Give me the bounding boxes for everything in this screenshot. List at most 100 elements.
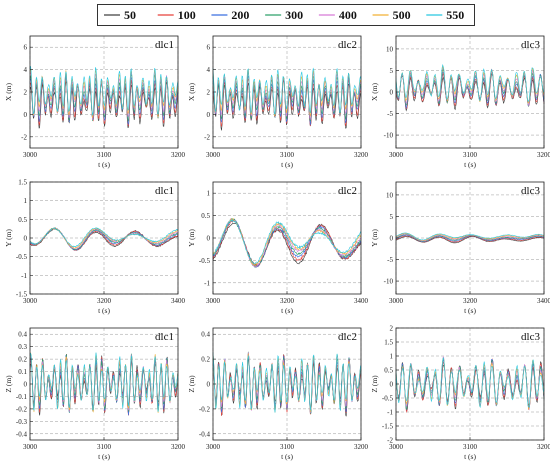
x-tick-label: 3200	[354, 443, 369, 451]
subplot-grid: -2 0 2 4 6 3000 3100 3200 t (s) X (m) dlc1 -2 0 2 4 6 30…	[0, 30, 550, 476]
x-tick-label: 3100	[280, 151, 295, 159]
x-tick-label: 3000	[23, 297, 38, 305]
y-tick-label: 5	[390, 213, 394, 221]
y-tick-label: 2	[24, 89, 28, 97]
y-tick-label: -0.4	[16, 430, 28, 438]
x-tick-label: 3100	[280, 443, 295, 451]
series-line-50	[212, 79, 361, 131]
x-tick-label: 3000	[206, 443, 221, 451]
y-tick-label: -2	[387, 437, 393, 445]
panel-title: dlc2	[338, 39, 357, 51]
y-tick-label: 4	[207, 66, 211, 74]
x-tick-label: 3000	[389, 151, 404, 159]
y-tick-label: -0.4	[199, 430, 211, 438]
x-tick-label: 3000	[23, 443, 38, 451]
y-tick-label: 1	[390, 353, 394, 361]
y-tick-label: -0.1	[16, 393, 28, 401]
y-tick-label: 0	[24, 381, 28, 389]
panel-title: dlc2	[338, 185, 357, 197]
series-line-550	[395, 232, 545, 241]
legend-label: 50	[124, 8, 136, 22]
subplot-z-dlc1: -0.4 -0.3 -0.2 -0.1 0 0.1 0.2 0.3 0.4 3000 3100 320…	[0, 322, 186, 468]
subplot-z-dlc2: -0.4 -0.2 0 0.2 0.4 3000 3100 3200 t (s) Z (m) dlc…	[183, 322, 369, 468]
y-tick-label: 0	[207, 381, 211, 389]
legend-label: 550	[446, 8, 464, 22]
y-tick-label: 10	[386, 191, 394, 199]
x-tick-label: 3000	[389, 297, 404, 305]
y-tick-label: 0	[207, 111, 211, 119]
legend-entry-500: 500	[372, 8, 411, 22]
x-tick-label: 3100	[463, 151, 478, 159]
y-axis-label: Z (m)	[370, 375, 379, 393]
y-tick-label: 0.3	[18, 343, 27, 351]
y-axis-label: X (m)	[370, 82, 379, 101]
y-tick-label: -0.2	[199, 405, 211, 413]
panel-title: dlc1	[155, 39, 174, 51]
series-line-550	[395, 357, 545, 409]
y-axis-label: X (m)	[4, 82, 13, 101]
x-axis-label: t (s)	[98, 306, 110, 315]
subplot-y-dlc2: -1 -0.5 0 0.5 1 3000 3200 3400 t (s) Y (m) dlc2	[183, 176, 369, 322]
x-tick-label: 3200	[537, 443, 550, 451]
y-axis-label: Z (m)	[187, 375, 196, 393]
legend-entry-400: 400	[318, 8, 357, 22]
subplot-z-dlc3: -2 -1.5 -1 -0.5 0 0.5 1 1.5 2 3000 3100 3200 t (s) Z …	[366, 322, 550, 468]
y-tick-label: -1.5	[382, 423, 394, 431]
x-axis-label: t (s)	[464, 160, 476, 169]
panel-title: dlc3	[521, 185, 540, 197]
series-line-550	[30, 227, 178, 248]
legend-label: 500	[393, 8, 411, 22]
legend-label: 200	[231, 8, 249, 22]
y-tick-label: 0	[390, 381, 394, 389]
y-tick-label: -5	[387, 110, 393, 118]
y-tick-label: 10	[386, 45, 394, 53]
y-tick-label: 1.5	[18, 179, 27, 187]
y-axis-label: Y (m)	[4, 229, 13, 247]
series-line-550	[29, 352, 179, 412]
legend-label: 300	[285, 8, 303, 22]
y-tick-label: -10	[384, 278, 394, 286]
y-tick-label: 1	[207, 190, 211, 198]
x-tick-label: 3200	[171, 151, 186, 159]
series-line-500	[212, 217, 362, 266]
y-tick-label: 0	[24, 111, 28, 119]
series-line-550	[29, 66, 179, 116]
y-tick-label: -1	[387, 409, 393, 417]
y-tick-label: 5	[390, 67, 394, 75]
y-tick-label: 0	[24, 235, 28, 243]
x-tick-label: 3100	[463, 443, 478, 451]
series-line-550	[395, 63, 545, 102]
y-tick-label: 1	[24, 197, 28, 205]
panel-title: dlc2	[338, 331, 357, 343]
y-tick-label: -0.2	[16, 405, 28, 413]
panel-title: dlc1	[155, 185, 174, 197]
y-tick-label: -10	[384, 132, 394, 140]
y-tick-label: 2	[390, 325, 394, 333]
y-tick-label: -5	[387, 256, 393, 264]
series-line-550	[212, 218, 362, 265]
x-tick-label: 3000	[206, 297, 221, 305]
y-tick-label: -2	[21, 133, 27, 141]
x-tick-label: 3000	[389, 443, 404, 451]
subplot-x-dlc1: -2 0 2 4 6 3000 3100 3200 t (s) X (m) dlc1	[0, 30, 186, 176]
y-tick-label: 0.2	[201, 356, 210, 364]
x-tick-label: 3000	[23, 151, 38, 159]
y-tick-label: -0.5	[382, 395, 394, 403]
x-tick-label: 3000	[206, 151, 221, 159]
y-axis-label: Y (m)	[370, 229, 379, 247]
x-tick-label: 3400	[354, 297, 369, 305]
legend-label: 400	[339, 8, 357, 22]
x-axis-label: t (s)	[281, 160, 293, 169]
x-tick-label: 3200	[463, 297, 478, 305]
y-tick-label: -0.5	[16, 253, 28, 261]
subplot-x-dlc2: -2 0 2 4 6 3000 3100 3200 t (s) X (m) dlc2	[183, 30, 369, 176]
panel-title: dlc3	[521, 39, 540, 51]
y-tick-label: 0.2	[18, 356, 27, 364]
y-tick-label: 0.5	[384, 367, 393, 375]
x-axis-label: t (s)	[98, 160, 110, 169]
x-tick-label: 3400	[171, 297, 186, 305]
legend-label: 100	[178, 8, 196, 22]
y-tick-label: 6	[24, 44, 28, 52]
subplot-y-dlc1: -1.5 -1 -0.5 0 0.5 1 1.5 3000 3200 3400 t (s) Y (m)…	[0, 176, 186, 322]
y-tick-label: 0.4	[201, 331, 210, 339]
